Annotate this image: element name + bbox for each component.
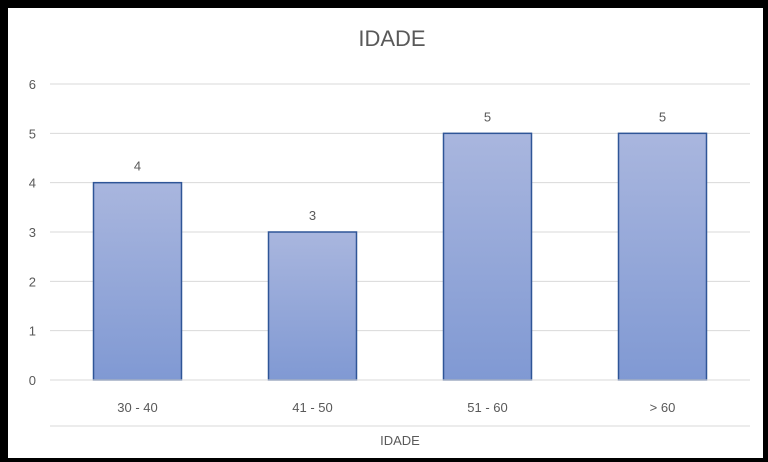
y-tick-label: 4 — [29, 176, 36, 191]
data-label: 5 — [484, 109, 491, 124]
y-tick-label: 0 — [29, 373, 36, 388]
x-axis-title: IDADE — [380, 433, 420, 448]
x-axis-tick-labels: 30 - 40 41 - 50 51 - 60 > 60 — [117, 400, 675, 415]
x-tick-label: 41 - 50 — [292, 400, 332, 415]
x-tick-label: > 60 — [650, 400, 676, 415]
bar — [267, 231, 358, 381]
data-label: 3 — [309, 208, 316, 223]
bars: 4 3 5 5 — [92, 109, 708, 381]
bar — [442, 132, 533, 381]
y-tick-label: 6 — [29, 77, 36, 92]
y-tick-label: 5 — [29, 126, 36, 141]
y-tick-label: 1 — [29, 324, 36, 339]
x-tick-label: 30 - 40 — [117, 400, 157, 415]
chart-title: IDADE — [358, 26, 426, 51]
y-tick-label: 2 — [29, 274, 36, 289]
y-tick-label: 3 — [29, 225, 36, 240]
bar — [92, 181, 183, 381]
y-axis-tick-labels: 0 1 2 3 4 5 6 — [29, 77, 36, 388]
data-label: 4 — [134, 159, 141, 174]
data-label: 5 — [659, 109, 666, 124]
x-tick-label: 51 - 60 — [467, 400, 507, 415]
bar — [617, 132, 708, 381]
